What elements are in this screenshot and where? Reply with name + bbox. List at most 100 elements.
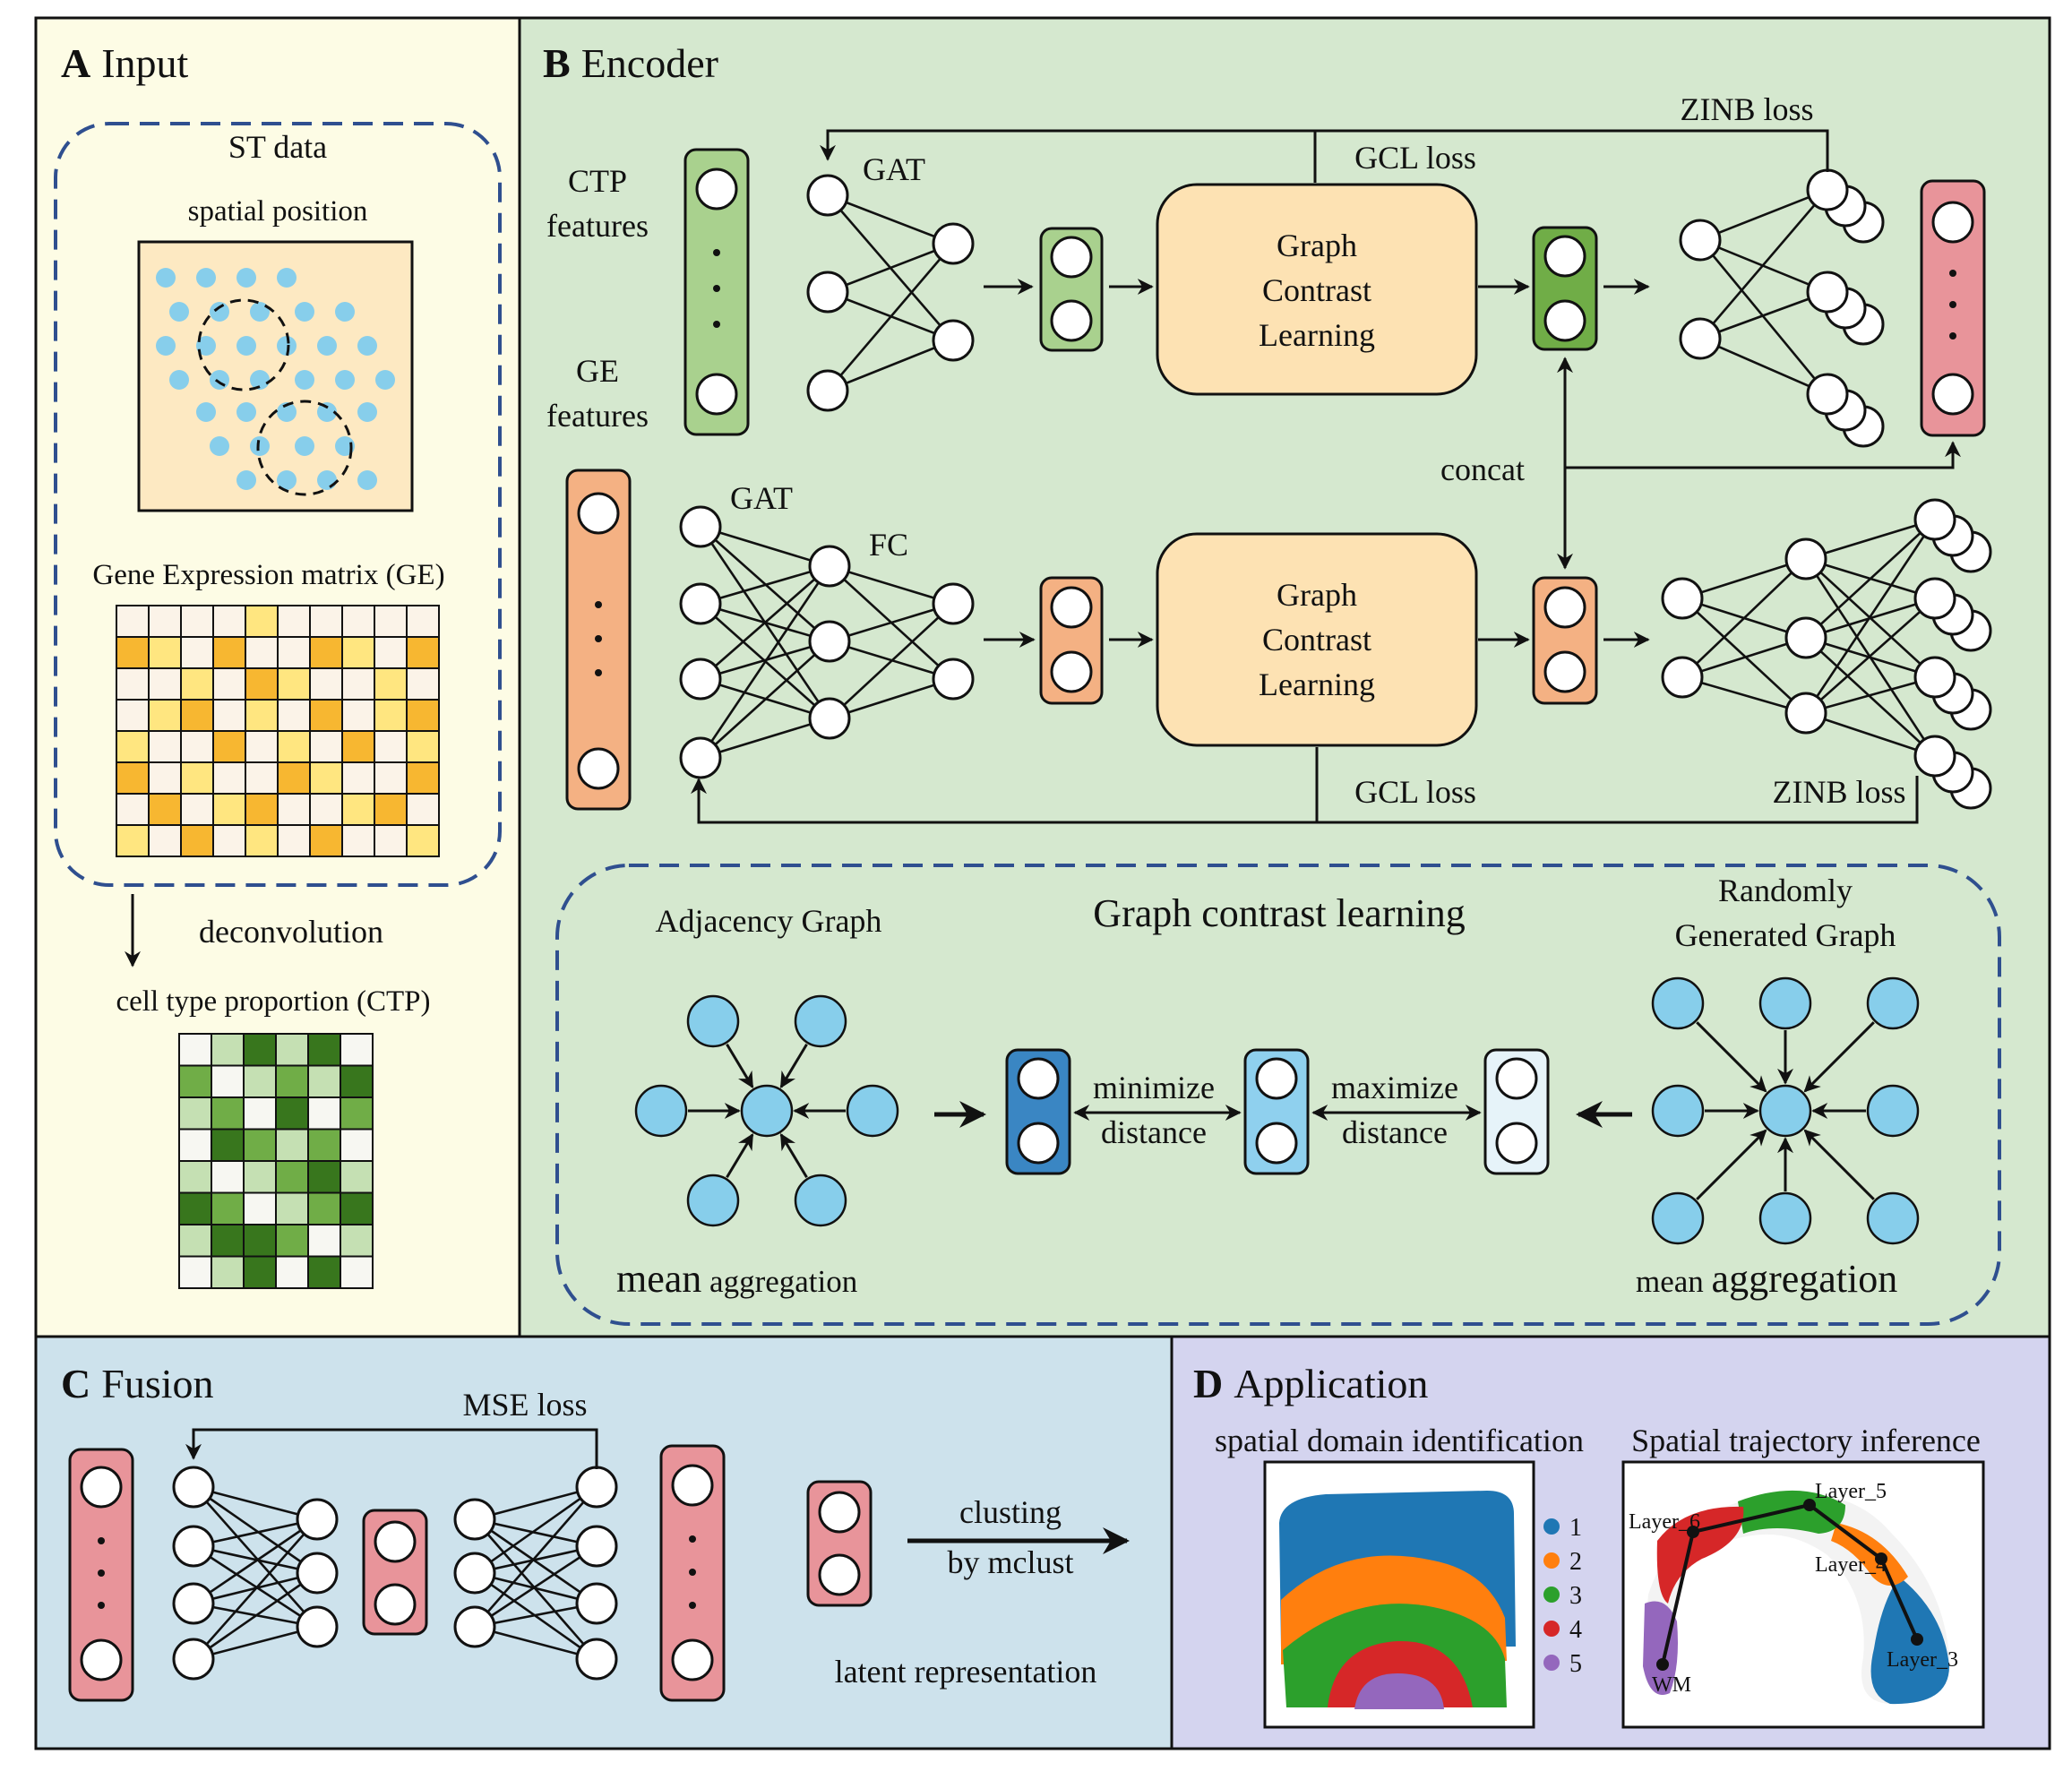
ge-cell	[245, 667, 279, 701]
ge-cell	[116, 667, 150, 701]
neuron	[172, 1582, 215, 1625]
edge	[193, 1485, 318, 1575]
latent-representation-label: latent representation	[835, 1654, 1097, 1690]
edge	[700, 717, 830, 760]
gcl-box-bottom-line3: Learning	[1259, 666, 1375, 702]
neuron	[1784, 692, 1827, 735]
neuron	[453, 1605, 496, 1648]
ge-cell	[309, 793, 343, 826]
edge	[726, 1133, 754, 1179]
edge	[474, 1485, 598, 1575]
trajectory-edge	[1692, 1503, 1810, 1534]
ge-cell	[341, 667, 375, 701]
graph-node	[686, 1174, 740, 1227]
graph-node	[1758, 976, 1812, 1030]
spot	[236, 268, 256, 288]
trajectory-inference-title: Spatial trajectory inference	[1631, 1423, 1981, 1458]
neuron	[679, 736, 722, 779]
neuron	[575, 1466, 618, 1509]
vector-dot	[98, 1569, 105, 1577]
graph-node	[1758, 1191, 1812, 1245]
ge-cell	[245, 824, 279, 857]
gat-bottom-label: GAT	[730, 480, 793, 516]
spot	[357, 470, 377, 490]
random-graph-label-1: Randomly	[1718, 873, 1853, 908]
neuron	[679, 582, 722, 625]
trajectory-node	[1875, 1552, 1887, 1565]
edge	[1699, 189, 1828, 340]
spot	[196, 402, 216, 422]
output-neuron	[1806, 168, 1849, 211]
edge	[827, 243, 954, 391]
edge	[193, 1518, 318, 1548]
legend-label: 4	[1569, 1616, 1582, 1644]
ge-cell	[180, 605, 214, 638]
ge-cell	[341, 636, 375, 669]
ctp-cell	[275, 1096, 309, 1131]
spot	[236, 336, 256, 356]
mse-loss-line	[185, 1428, 598, 1469]
embedding-node	[1495, 1122, 1538, 1165]
spot	[210, 302, 229, 322]
edge	[1805, 598, 1936, 714]
edge	[1699, 188, 1828, 242]
embedding-node	[1255, 1122, 1298, 1165]
ctp-cell	[243, 1191, 277, 1225]
vector-node	[577, 747, 620, 790]
ctp-cell	[307, 1224, 341, 1258]
spot	[277, 336, 297, 356]
ge-cell	[116, 605, 150, 638]
ge-cell	[180, 667, 214, 701]
edge	[829, 677, 954, 720]
spot	[277, 470, 297, 490]
ge-cell	[212, 636, 246, 669]
neuron	[932, 222, 975, 265]
ge-cell	[180, 699, 214, 732]
edge	[1681, 598, 1807, 714]
graph-node	[1866, 1191, 1920, 1245]
ctp-cell	[211, 1191, 245, 1225]
cluster-layer-3	[1870, 1577, 1949, 1705]
ctp-cell	[211, 1224, 245, 1258]
ge-cell	[406, 761, 440, 795]
spot	[335, 302, 355, 322]
edge	[700, 564, 830, 606]
legend-swatch	[1543, 1552, 1560, 1569]
neuron	[679, 505, 722, 548]
minimize-label-2: distance	[1101, 1114, 1207, 1150]
ge-cell	[277, 824, 311, 857]
spot	[250, 370, 270, 390]
center-node	[1758, 1084, 1812, 1138]
edge	[474, 1544, 598, 1629]
ctp-cell	[178, 1224, 212, 1258]
spot	[210, 370, 229, 390]
gcl-frame	[555, 864, 2001, 1326]
ge-cell	[406, 824, 440, 857]
ge-cell	[245, 761, 279, 795]
edge	[700, 565, 830, 680]
edge	[827, 193, 954, 245]
output-neuron	[1806, 373, 1849, 416]
edge	[829, 603, 954, 719]
legend-swatch	[1543, 1518, 1560, 1535]
spot	[277, 402, 297, 422]
ge-cell	[212, 667, 246, 701]
neuron	[453, 1552, 496, 1595]
edge	[1805, 675, 1936, 715]
random-graph	[1651, 976, 1920, 1245]
trajectory-edge	[1808, 1503, 1883, 1561]
output-neuron	[1806, 271, 1849, 314]
edge	[193, 1518, 318, 1605]
edge	[700, 641, 830, 759]
latent-node	[374, 1583, 417, 1626]
vector-dot	[713, 285, 720, 292]
trajectory-node-label: Layer_6	[1629, 1510, 1700, 1534]
ctp-cell	[340, 1160, 374, 1194]
ctp-cell	[275, 1191, 309, 1225]
ge-cell	[374, 824, 408, 857]
gcl-loss-top-label: GCL loss	[1354, 140, 1476, 176]
panel-a-title: A Input	[61, 40, 189, 86]
ge-cell	[341, 699, 375, 732]
zinb-loss-bottom-label: ZINB loss	[1772, 774, 1905, 810]
neuron	[808, 697, 851, 740]
